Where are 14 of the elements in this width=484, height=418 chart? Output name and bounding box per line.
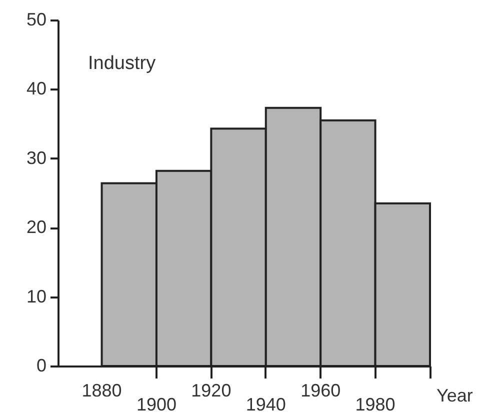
x-axis-title: Year	[436, 386, 473, 406]
y-tick-label: 50	[26, 10, 46, 30]
x-tick-label: 1980	[355, 394, 396, 414]
x-tick-label: 1940	[246, 394, 286, 414]
x-tick-label: 1960	[300, 380, 341, 400]
y-tick-label: 10	[26, 286, 46, 306]
x-tick-label: 1880	[82, 380, 122, 400]
y-tick-label: 40	[26, 78, 46, 99]
x-tick-label: 1900	[136, 394, 176, 414]
y-tick-label: 20	[26, 217, 46, 238]
x-tick-label: 1920	[191, 380, 232, 400]
y-tick-label: 30	[26, 148, 46, 168]
y-tick-label: 0	[36, 356, 46, 376]
text: Industry	[88, 53, 156, 74]
